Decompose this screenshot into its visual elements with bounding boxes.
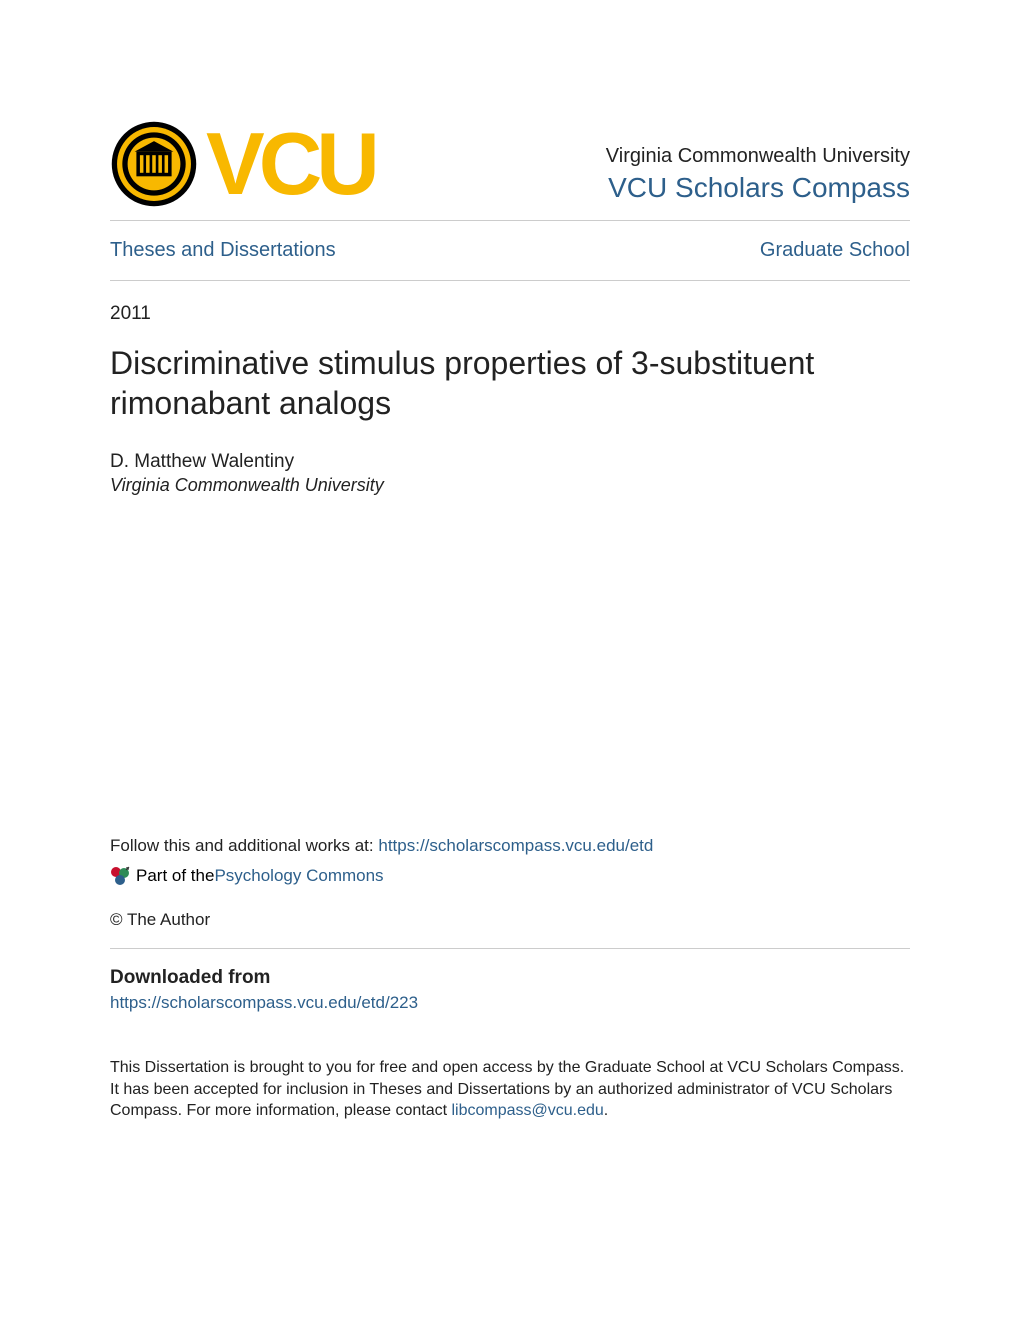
school-link[interactable]: Graduate School: [760, 239, 910, 262]
cover-page: VCU Virginia Commonwealth University VCU…: [0, 0, 1020, 1172]
downloaded-from-heading: Downloaded from: [110, 967, 910, 989]
divider: [110, 948, 910, 949]
repository-name[interactable]: VCU Scholars Compass: [606, 172, 910, 204]
part-of-row: Part of the Psychology Commons: [110, 866, 910, 886]
document-title: Discriminative stimulus properties of 3-…: [110, 343, 910, 423]
university-name: Virginia Commonwealth University: [606, 145, 910, 168]
spacer: [110, 496, 910, 836]
follow-url-link[interactable]: https://scholarscompass.vcu.edu/etd: [378, 836, 653, 855]
footer-text-after: .: [604, 1102, 608, 1119]
university-seal-icon: [110, 120, 198, 208]
publication-year: 2011: [110, 303, 910, 325]
contact-email-link[interactable]: libcompass@vcu.edu: [451, 1102, 603, 1119]
university-block: Virginia Commonwealth University VCU Sch…: [606, 145, 910, 208]
commons-link[interactable]: Psychology Commons: [214, 866, 383, 886]
copyright-notice: © The Author: [110, 910, 910, 930]
collection-link[interactable]: Theses and Dissertations: [110, 239, 336, 262]
access-statement: This Dissertation is brought to you for …: [110, 1057, 910, 1122]
author-name: D. Matthew Walentiny: [110, 451, 910, 473]
downloaded-from-url[interactable]: https://scholarscompass.vcu.edu/etd/223: [110, 993, 910, 1013]
follow-prefix: Follow this and additional works at:: [110, 836, 378, 855]
header: VCU Virginia Commonwealth University VCU…: [110, 120, 910, 208]
logo-block: VCU: [110, 120, 374, 208]
breadcrumb-nav: Theses and Dissertations Graduate School: [110, 221, 910, 280]
author-affiliation: Virginia Commonwealth University: [110, 475, 910, 496]
divider: [110, 280, 910, 281]
vcu-logo-text: VCU: [206, 127, 374, 202]
partof-prefix: Part of the: [136, 866, 214, 886]
network-icon: [110, 866, 130, 886]
follow-works: Follow this and additional works at: htt…: [110, 836, 910, 856]
